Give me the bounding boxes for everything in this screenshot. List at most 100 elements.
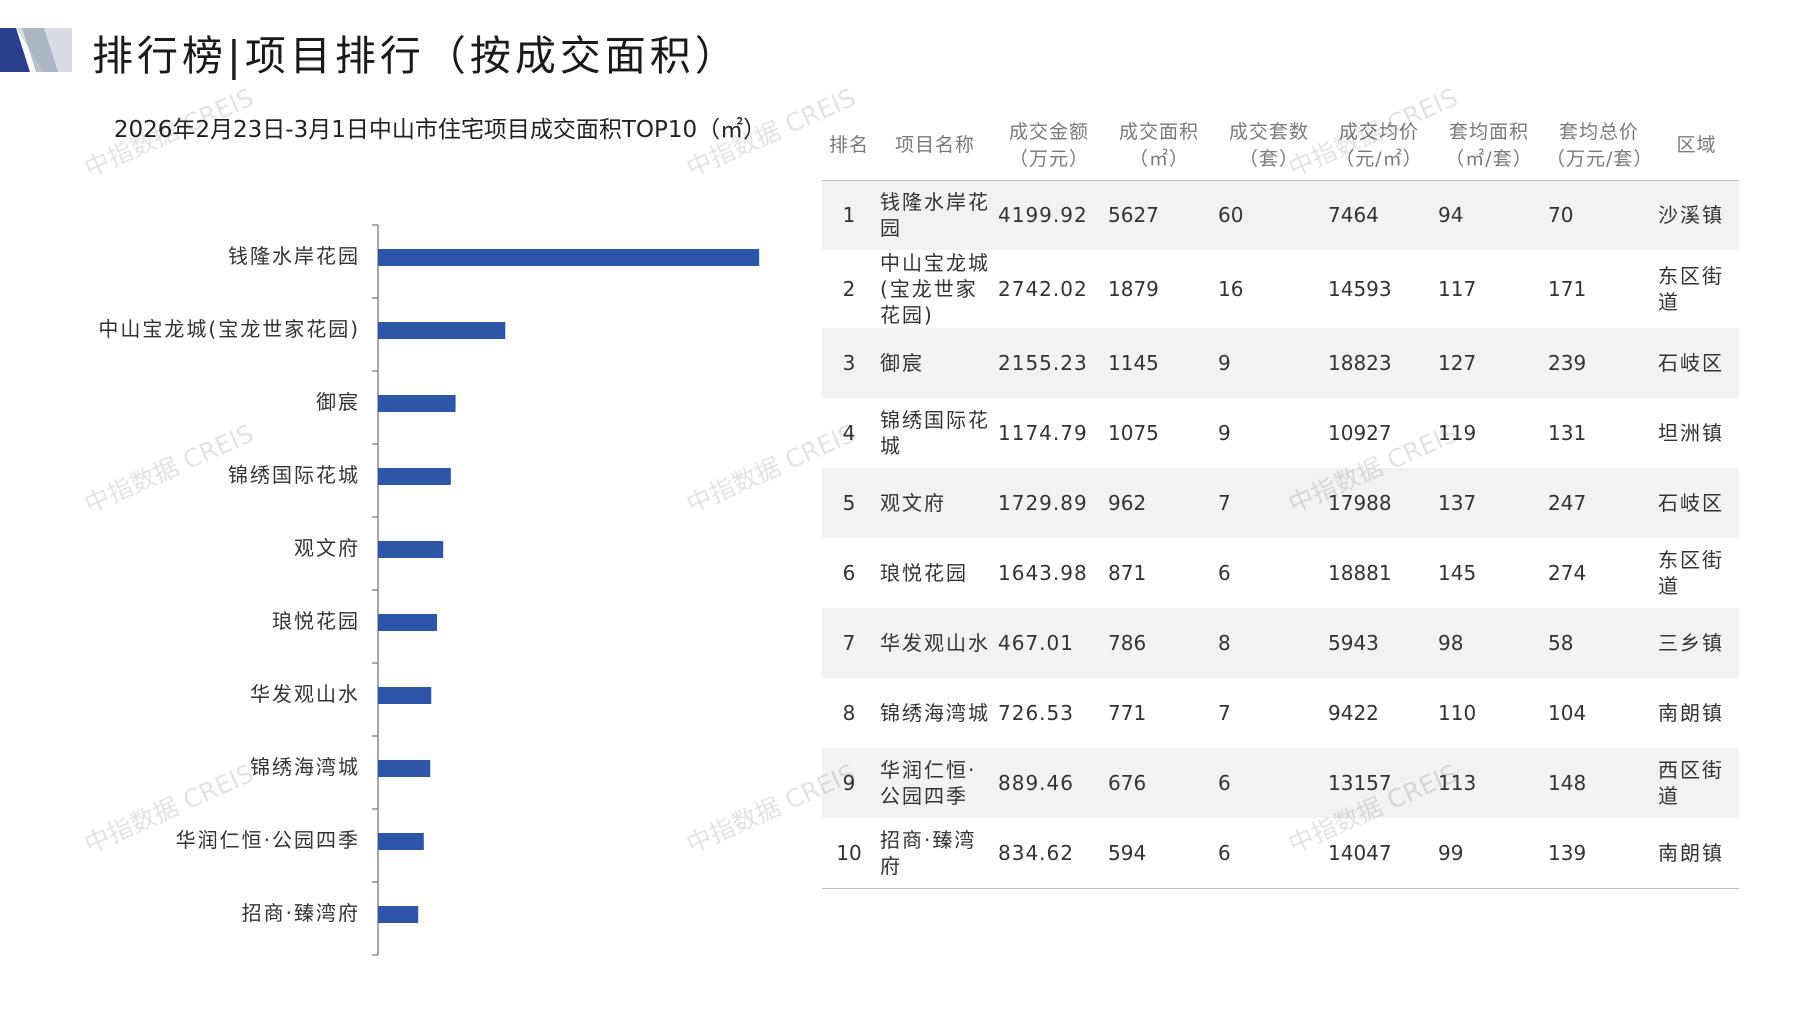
table-cell: 145	[1438, 561, 1477, 585]
table-cell: 889.46	[994, 748, 1104, 818]
table-cell: 239	[1544, 328, 1654, 398]
table-row: 10 招商·臻湾府 834.62 594 6 14047 99 139 南朗镇	[822, 818, 1739, 889]
column-header: 套均总价 （万元/套）	[1544, 112, 1654, 181]
table-cell: 676	[1104, 748, 1214, 818]
table-cell: 9	[1218, 421, 1231, 445]
chart-title: 2026年2月23日-3月1日中山市住宅项目成交面积TOP10（㎡）	[113, 117, 767, 143]
header-decoration	[0, 28, 72, 72]
table-cell: 117	[1438, 277, 1477, 301]
category-label: 琅悦花园	[272, 609, 360, 633]
table-cell: 834.62	[994, 818, 1104, 889]
category-label: 招商·臻湾府	[242, 901, 360, 925]
column-header: 区域	[1654, 112, 1739, 181]
table-cell: 石岐区	[1654, 328, 1739, 398]
table-cell: 98	[1434, 608, 1544, 678]
table-cell: 594	[1104, 818, 1214, 889]
category-label: 华润仁恒·公园四季	[176, 828, 360, 852]
table-cell: 6	[1218, 561, 1231, 585]
bar	[378, 395, 456, 412]
table-cell: 58	[1544, 608, 1654, 678]
table-cell: 137	[1434, 468, 1544, 538]
table-cell: 110	[1438, 701, 1477, 725]
table-cell: 94	[1434, 180, 1544, 250]
category-label: 钱隆水岸花园	[228, 244, 360, 268]
table-row: 4 锦绣国际花城 1174.79 1075 9 10927 119 131 坦洲镇	[822, 398, 1739, 468]
table-cell: 锦绣国际花城	[880, 408, 990, 458]
table-cell: 99	[1434, 818, 1544, 889]
page-title: 排行榜|项目排行（按成交面积）	[92, 32, 740, 80]
column-header: 成交均价 （元/㎡）	[1324, 112, 1434, 181]
bar	[378, 833, 424, 850]
bar	[378, 468, 451, 485]
category-label: 中山宝龙城(宝龙世家花园)	[98, 317, 360, 341]
table-cell: 2	[842, 277, 856, 301]
ranking-table: 排名 项目名称 成交金额 （万元） 成交面积 （㎡） 成交套数 （套） 成交均价 （元/㎡） 套均面…	[822, 112, 1739, 889]
table-cell: 70	[1544, 180, 1654, 250]
table-cell: 10927	[1328, 421, 1392, 445]
column-header: 套均面积 （㎡/套）	[1434, 112, 1544, 181]
table-cell: 8	[842, 701, 856, 725]
table-cell: 中山宝龙城(宝龙世家花园)	[880, 251, 990, 327]
table-cell: 1643.98	[998, 561, 1088, 585]
table-cell: 2155.23	[994, 328, 1104, 398]
table-cell: 726.53	[998, 701, 1074, 725]
table-cell: 招商·臻湾府	[876, 818, 994, 889]
table-cell: 16	[1218, 277, 1244, 301]
table-row: 9 华润仁恒·公园四季 889.46 676 6 13157 113 148 西区街道	[822, 748, 1739, 818]
table-cell: 7	[1214, 468, 1324, 538]
table-cell: 131	[1548, 421, 1587, 445]
category-label: 锦绣海湾城	[250, 755, 360, 779]
table-cell: 60	[1214, 180, 1324, 250]
category-label: 观文府	[294, 536, 360, 560]
table-cell: 锦绣海湾城	[880, 701, 990, 725]
table-cell: 7	[822, 608, 876, 678]
table-cell: 沙溪镇	[1654, 180, 1739, 250]
table-cell: 467.01	[994, 608, 1104, 678]
table-cell: 148	[1544, 748, 1654, 818]
table-cell: 962	[1104, 468, 1214, 538]
table-cell: 771	[1108, 701, 1147, 725]
column-header: 成交面积 （㎡）	[1104, 112, 1214, 181]
table-cell: 127	[1434, 328, 1544, 398]
table-cell: 3	[822, 328, 876, 398]
table-cell: 13157	[1324, 748, 1434, 818]
table-cell: 1879	[1108, 277, 1159, 301]
table-cell: 东区街道	[1658, 548, 1724, 598]
table-cell: 观文府	[876, 468, 994, 538]
table-cell: 18823	[1324, 328, 1434, 398]
table-cell: 5	[822, 468, 876, 538]
table-cell: 琅悦花园	[880, 561, 968, 585]
table-row: 1 钱隆水岸花园 4199.92 5627 60 7464 94 70 沙溪镇	[822, 180, 1739, 250]
table-row: 5 观文府 1729.89 962 7 17988 137 247 石岐区	[822, 468, 1739, 538]
table-cell: 东区街道	[1658, 264, 1724, 314]
table-cell: 171	[1548, 277, 1587, 301]
table-cell: 7464	[1324, 180, 1434, 250]
table-cell: 南朗镇	[1654, 818, 1739, 889]
table-cell: 三乡镇	[1654, 608, 1739, 678]
table-cell: 坦洲镇	[1658, 421, 1724, 445]
table-cell: 6	[842, 561, 856, 585]
category-label: 锦绣国际花城	[228, 463, 360, 487]
table-cell: 8	[1214, 608, 1324, 678]
table-cell: 247	[1544, 468, 1654, 538]
table-row: 6 琅悦花园 1643.98 871 6 18881 145 274 东区街道	[822, 538, 1739, 608]
column-header: 成交金额 （万元）	[994, 112, 1104, 181]
table-cell: 6	[1214, 748, 1324, 818]
category-label: 华发观山水	[250, 682, 360, 706]
table-cell: 华发观山水	[876, 608, 994, 678]
table-cell: 1729.89	[994, 468, 1104, 538]
table-cell: 18881	[1328, 561, 1392, 585]
table-cell: 4199.92	[994, 180, 1104, 250]
table-cell: 14047	[1324, 818, 1434, 889]
table-cell: 御宸	[876, 328, 994, 398]
table-cell: 871	[1108, 561, 1147, 585]
table-cell: 7	[1218, 701, 1231, 725]
table-cell: 10	[822, 818, 876, 889]
table-cell: 274	[1548, 561, 1587, 585]
table-cell: 9	[822, 748, 876, 818]
bar	[378, 760, 431, 777]
table-cell: 5943	[1324, 608, 1434, 678]
table-cell: 786	[1104, 608, 1214, 678]
bar	[378, 906, 419, 923]
